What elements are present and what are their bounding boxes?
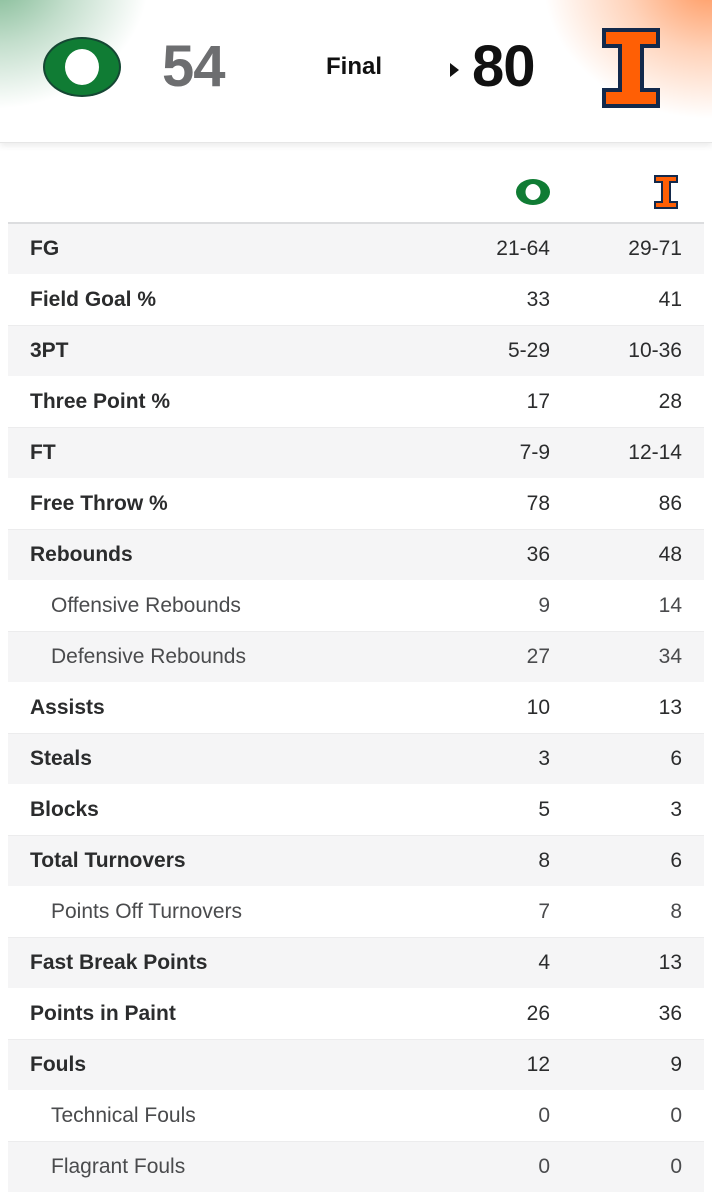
- stat-label: Assists: [30, 696, 105, 719]
- stat-value-away: 7: [538, 900, 550, 923]
- stat-row: Assists 10 13: [8, 683, 704, 734]
- stat-value-home: 41: [658, 288, 682, 311]
- stat-label: Blocks: [30, 798, 99, 821]
- stat-value-away: 21-64: [496, 237, 550, 260]
- stat-value-away: 12: [526, 1053, 550, 1076]
- home-score: 80: [472, 34, 536, 99]
- stat-value-home: 8: [670, 900, 682, 923]
- stat-label: Flagrant Fouls: [51, 1155, 186, 1178]
- stat-value-home: 86: [658, 492, 682, 515]
- stat-label: Field Goal %: [30, 288, 157, 311]
- illinois-logo-fill: [606, 32, 656, 104]
- stat-row: Total Turnovers 8 6: [8, 836, 704, 887]
- stat-value-home: 34: [658, 645, 682, 668]
- stat-label: Total Turnovers: [30, 849, 186, 872]
- stat-value-away: 5-29: [507, 339, 550, 362]
- away-score: 54: [162, 34, 226, 99]
- stat-label: Fast Break Points: [30, 951, 208, 974]
- team-stats-table: FG 21-64 29-71 Field Goal % 33 41 3PT 5-29 10-36…: [8, 152, 704, 1193]
- stat-label: Offensive Rebounds: [51, 594, 241, 617]
- stat-row: Three Point % 17 28: [8, 377, 704, 428]
- stat-value-away: 8: [538, 849, 550, 872]
- stat-label: Points Off Turnovers: [51, 900, 243, 923]
- illinois-column-logo-fill: [656, 177, 676, 207]
- stat-value-away: 27: [526, 645, 550, 668]
- stat-label: FT: [30, 441, 56, 464]
- stat-value-away: 4: [538, 951, 550, 974]
- stat-row: Points Off Turnovers 7 8: [8, 887, 704, 938]
- oregon-o-logo-icon[interactable]: [40, 34, 124, 100]
- stat-row: 3PT 5-29 10-36: [8, 326, 704, 377]
- stat-value-away: 26: [526, 1002, 550, 1025]
- stat-value-home: 29-71: [628, 237, 682, 260]
- stat-label: Points in Paint: [30, 1002, 176, 1025]
- stat-value-home: 28: [658, 390, 682, 413]
- stat-value-home: 36: [658, 1002, 682, 1025]
- stat-label: Technical Fouls: [51, 1104, 196, 1127]
- winner-caret-icon: [450, 63, 459, 77]
- stat-value-away: 78: [526, 492, 550, 515]
- stat-value-away: 5: [538, 798, 550, 821]
- stat-value-home: 6: [670, 747, 682, 770]
- stat-row: Steals 3 6: [8, 734, 704, 785]
- stat-value-away: 36: [526, 543, 550, 566]
- stat-value-home: 14: [658, 594, 682, 617]
- stat-row: Free Throw % 78 86: [8, 479, 704, 530]
- stat-row: FT 7-9 12-14: [8, 428, 704, 479]
- stat-value-home: 0: [670, 1104, 682, 1127]
- oregon-column-logo-hole: [525, 184, 541, 200]
- oregon-logo-hole: [65, 49, 99, 85]
- stat-row: Offensive Rebounds 9 14: [8, 581, 704, 632]
- stat-row: Defensive Rebounds 27 34: [8, 632, 704, 683]
- stat-value-home: 48: [658, 543, 682, 566]
- game-status: Final: [326, 53, 383, 80]
- stat-row: Field Goal % 33 41: [8, 275, 704, 326]
- illinois-i-logo-icon[interactable]: [600, 26, 662, 110]
- stat-value-away: 33: [526, 288, 550, 311]
- stat-label: Rebounds: [30, 543, 133, 566]
- stat-row: Fast Break Points 4 13: [8, 938, 704, 989]
- stat-value-home: 13: [658, 951, 682, 974]
- stat-value-home: 10-36: [628, 339, 682, 362]
- stat-rows: FG 21-64 29-71 Field Goal % 33 41 3PT 5-29 10-36…: [8, 224, 704, 1193]
- stat-value-away: 0: [538, 1104, 550, 1127]
- stat-row: FG 21-64 29-71: [8, 224, 704, 275]
- stat-row: Points in Paint 26 36: [8, 989, 704, 1040]
- stat-value-home: 6: [670, 849, 682, 872]
- stat-row: Blocks 5 3: [8, 785, 704, 836]
- stat-label: Steals: [30, 747, 92, 770]
- stat-value-home: 3: [670, 798, 682, 821]
- stat-label: Fouls: [30, 1053, 86, 1076]
- scoreboard: 54 Final 80: [0, 0, 712, 143]
- stat-value-away: 10: [526, 696, 550, 719]
- stat-value-away: 7-9: [519, 441, 550, 464]
- stat-value-home: 0: [670, 1155, 682, 1178]
- stat-value-away: 0: [538, 1155, 550, 1178]
- illinois-i-logo-icon: [654, 175, 678, 209]
- stat-label: Defensive Rebounds: [51, 645, 246, 668]
- stat-label: Three Point %: [30, 390, 171, 413]
- stat-row: Rebounds 36 48: [8, 530, 704, 581]
- stat-label: Free Throw %: [30, 492, 168, 515]
- stat-row: Fouls 12 9: [8, 1040, 704, 1091]
- stat-value-away: 17: [526, 390, 550, 413]
- stat-value-away: 9: [538, 594, 550, 617]
- stat-row: Technical Fouls 0 0: [8, 1091, 704, 1142]
- stat-value-away: 3: [538, 747, 550, 770]
- team-stats-header: [8, 152, 704, 224]
- stat-value-home: 13: [658, 696, 682, 719]
- stat-value-home: 9: [670, 1053, 682, 1076]
- stat-value-home: 12-14: [628, 441, 682, 464]
- stat-label: FG: [30, 237, 60, 260]
- stat-row: Flagrant Fouls 0 0: [8, 1142, 704, 1193]
- stat-label: 3PT: [30, 339, 69, 362]
- oregon-o-logo-icon: [516, 179, 550, 205]
